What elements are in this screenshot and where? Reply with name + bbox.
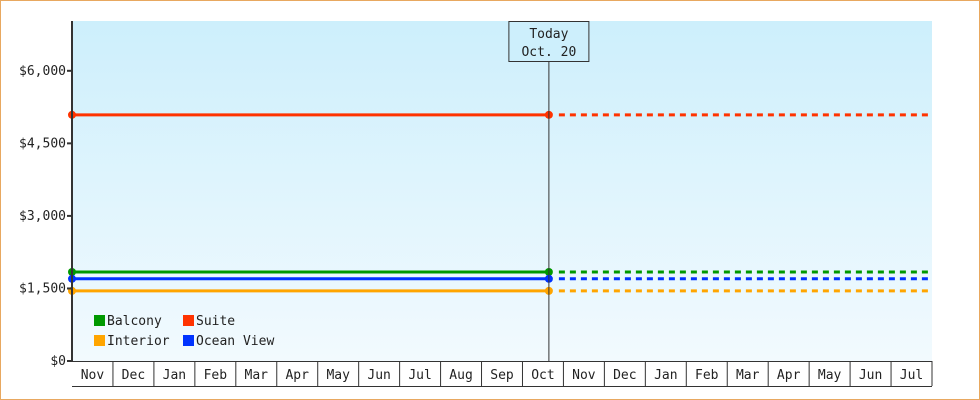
y-tick-label: $1,500 xyxy=(19,281,66,296)
x-tick-label: Nov xyxy=(572,368,596,383)
x-tick-label: Feb xyxy=(204,368,228,383)
legend-swatch xyxy=(94,335,105,346)
legend-swatch xyxy=(94,315,105,326)
x-tick-label: Apr xyxy=(777,368,801,383)
x-tick-label: Aug xyxy=(449,368,472,383)
x-tick-label: Oct xyxy=(531,368,554,383)
y-tick-label: $0 xyxy=(50,354,66,369)
x-tick-label: Nov xyxy=(81,368,105,383)
x-tick-label: Mar xyxy=(245,368,269,383)
x-tick-label: Dec xyxy=(613,368,636,383)
y-tick-label: $3,000 xyxy=(19,209,66,224)
legend-label: Interior xyxy=(107,334,170,349)
legend-label: Ocean View xyxy=(196,334,274,349)
x-tick-label: Jun xyxy=(859,368,882,383)
x-tick-label: May xyxy=(326,368,350,383)
today-date: Oct. 20 xyxy=(521,45,576,60)
today-label: Today xyxy=(529,27,568,42)
x-tick-label: Jan xyxy=(654,368,677,383)
y-tick-label: $4,500 xyxy=(19,136,66,151)
y-tick-label: $6,000 xyxy=(19,64,66,79)
x-tick-label: Apr xyxy=(285,368,309,383)
legend-swatch xyxy=(183,315,194,326)
x-tick-label: Mar xyxy=(736,368,760,383)
x-tick-label: Jul xyxy=(900,368,923,383)
today-label-box xyxy=(508,21,590,62)
x-tick-label: Jun xyxy=(367,368,390,383)
x-tick-label: Jul xyxy=(408,368,431,383)
x-tick-label: Dec xyxy=(122,368,145,383)
x-tick-label: May xyxy=(818,368,842,383)
x-tick-label: Sep xyxy=(490,368,514,383)
legend-label: Suite xyxy=(196,314,235,329)
plot-area xyxy=(72,21,932,361)
x-tick-label: Feb xyxy=(695,368,719,383)
x-tick-label: Jan xyxy=(163,368,186,383)
legend-swatch xyxy=(183,335,194,346)
legend-label: Balcony xyxy=(107,314,162,329)
